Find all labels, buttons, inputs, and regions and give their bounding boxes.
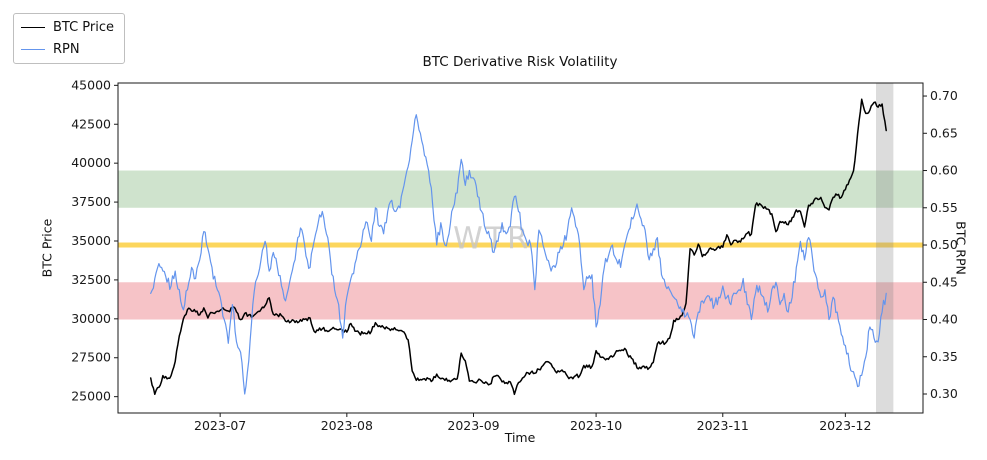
left-tick-label: 32500 (71, 272, 111, 287)
right-y-axis-label: BTC RPN (953, 221, 969, 275)
left-tick-label: 25000 (71, 389, 111, 404)
legend-label-rpn: RPN (53, 42, 80, 57)
horizontal-zones (118, 170, 923, 320)
upper-green-zone (118, 170, 923, 208)
right-tick-label: 0.60 (930, 163, 958, 178)
mid-yellow-line (118, 242, 923, 248)
right-tick-label: 0.50 (930, 237, 958, 252)
btc-price-line-swatch (21, 27, 45, 28)
left-tick-label: 42500 (71, 116, 111, 131)
x-tick-label: 2023-11 (697, 418, 749, 433)
right-tick-label: 0.35 (930, 349, 958, 364)
legend: BTC Price RPN (13, 13, 126, 64)
right-tick-label: 0.45 (930, 274, 958, 289)
legend-label-btc-price: BTC Price (53, 20, 115, 35)
plot-border (117, 82, 924, 414)
rpn-line-swatch (21, 49, 45, 50)
right-tick-label: 0.40 (930, 312, 958, 327)
data-series-lines (149, 98, 887, 396)
x-tick-label: 2023-07 (194, 418, 246, 433)
axes: 2023-07 2023-08 2023-09 2023-10 2023-11 2023-… (71, 77, 958, 433)
left-tick-label: 35000 (71, 233, 111, 248)
left-tick-label: 27500 (71, 350, 111, 365)
left-tick-label: 45000 (71, 77, 111, 92)
x-axis-label: Time (504, 430, 536, 445)
x-tick-label: 2023-09 (447, 418, 499, 433)
btc-price-line (149, 98, 887, 396)
legend-item-rpn: RPN (21, 42, 114, 57)
left-tick-label: 40000 (71, 155, 111, 170)
right-tick-label: 0.30 (930, 386, 958, 401)
rpn-line (150, 114, 887, 395)
left-y-axis-label: BTC Price (39, 218, 55, 278)
left-tick-label: 30000 (71, 311, 111, 326)
x-tick-label: 2023-08 (321, 418, 373, 433)
x-tick-label: 2023-10 (570, 418, 622, 433)
right-tick-label: 0.55 (930, 200, 958, 215)
right-tick-label: 0.65 (930, 125, 958, 140)
vertical-highlight-band (876, 83, 894, 413)
x-tick-label: 2023-12 (819, 418, 871, 433)
right-tick-label: 0.70 (930, 88, 958, 103)
recent-period-highlight (876, 83, 894, 413)
legend-item-btc-price: BTC Price (21, 20, 114, 35)
left-tick-label: 37500 (71, 194, 111, 209)
chart-title: BTC Derivative Risk Volatility (422, 54, 618, 70)
